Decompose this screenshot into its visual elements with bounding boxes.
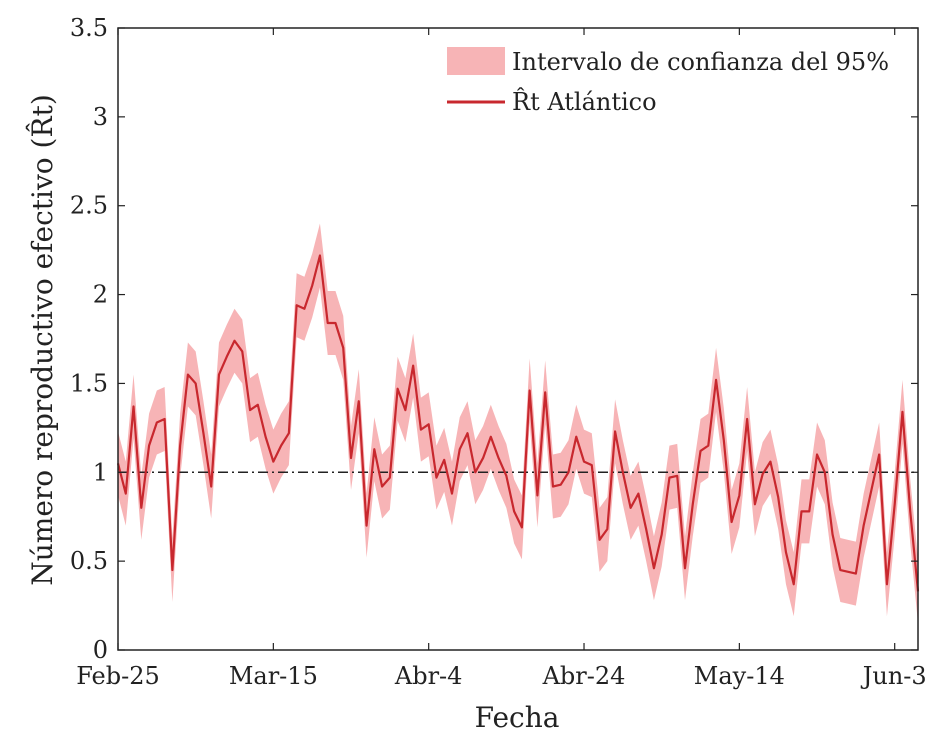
x-tick-label: Abr-24 [542, 662, 626, 690]
x-tick-label: Feb-25 [76, 662, 160, 690]
confidence-band-layer [118, 223, 918, 624]
y-tick-label: 2 [93, 281, 108, 309]
y-tick-label: 3 [93, 103, 108, 131]
confidence-band [118, 223, 918, 624]
legend-band-swatch [447, 47, 505, 75]
legend-band-label: Intervalo de confianza del 95% [512, 48, 889, 76]
y-axis-title: Número reproductivo efectivo (R̂t) [26, 94, 59, 586]
series-line [116, 254, 920, 592]
y-tick-label: 2.5 [70, 192, 108, 220]
x-axis-title: Fecha [475, 701, 560, 734]
x-tick-label: Jun-3 [860, 662, 927, 690]
series-line-layer [116, 254, 920, 592]
x-tick-label: Mar-15 [229, 662, 318, 690]
y-tick-label: 1.5 [70, 369, 108, 397]
y-tick-label: 0.5 [70, 547, 108, 575]
legend-line-label: R̂t Atlántico [512, 88, 657, 116]
y-tick-label: 1 [93, 458, 108, 486]
axes-frame [117, 27, 919, 651]
x-tick-label: May-14 [694, 662, 785, 690]
x-tick-label: Abr-4 [394, 662, 463, 690]
legend: Intervalo de confianza del 95% R̂t Atlán… [447, 47, 889, 116]
y-tick-label: 0 [93, 636, 108, 664]
y-tick-label: 3.5 [70, 14, 108, 42]
ticks-layer: 0 0.5 1 1.5 2 2.5 3 3.5 Feb-25 Mar-15 Abr-4 Abr-24 M… [70, 14, 927, 690]
plot-frame [117, 27, 919, 651]
